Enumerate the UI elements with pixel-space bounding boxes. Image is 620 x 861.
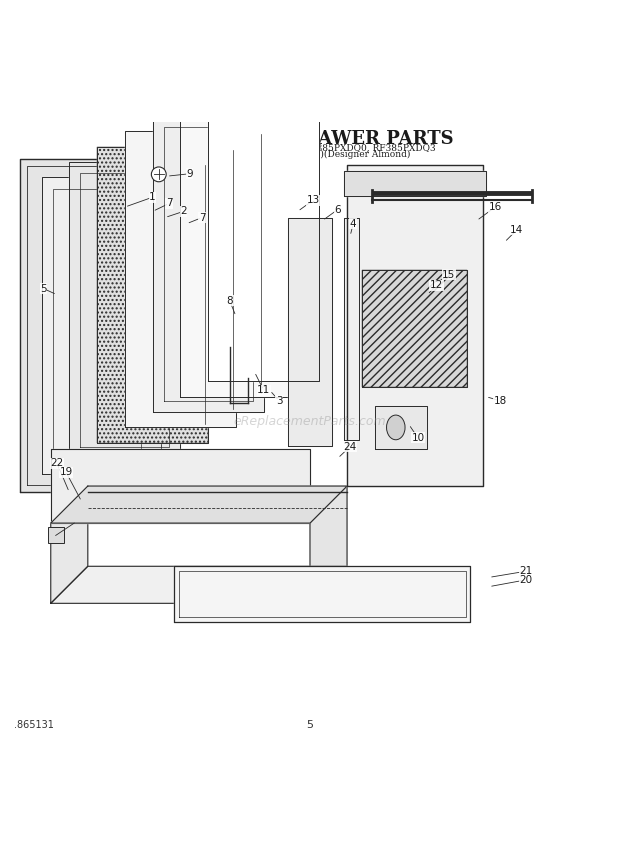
Polygon shape	[344, 218, 360, 440]
Polygon shape	[51, 567, 347, 604]
Text: 4: 4	[350, 219, 356, 229]
Text: 21: 21	[520, 567, 533, 576]
Polygon shape	[180, 100, 291, 397]
Text: 10: 10	[412, 433, 425, 443]
Text: 14: 14	[510, 225, 523, 235]
Text: For Model: RF385PXDB0,RF385PXDQ0, RF385PXDQ3: For Model: RF385PXDB0,RF385PXDQ0, RF385P…	[185, 143, 435, 152]
Text: 18: 18	[494, 396, 507, 406]
Circle shape	[151, 167, 166, 182]
Text: 24: 24	[343, 442, 356, 451]
Polygon shape	[20, 159, 168, 492]
Text: .865131: .865131	[14, 720, 53, 730]
Polygon shape	[51, 449, 310, 523]
Polygon shape	[208, 85, 319, 381]
Polygon shape	[125, 131, 236, 427]
Polygon shape	[153, 115, 264, 412]
Text: 19: 19	[60, 468, 73, 478]
Polygon shape	[344, 171, 486, 196]
Text: 1: 1	[149, 192, 156, 202]
Bar	[48, 528, 64, 542]
Polygon shape	[97, 146, 208, 443]
Polygon shape	[310, 486, 347, 604]
Text: 13: 13	[306, 195, 320, 205]
Text: 9: 9	[187, 169, 193, 179]
Text: 6: 6	[334, 205, 341, 214]
Text: 12: 12	[430, 281, 443, 290]
Text: 5: 5	[40, 283, 46, 294]
Polygon shape	[51, 486, 347, 523]
Polygon shape	[288, 218, 332, 446]
Ellipse shape	[386, 415, 405, 440]
Text: 11: 11	[257, 386, 270, 395]
Text: 3: 3	[276, 396, 283, 406]
Polygon shape	[174, 567, 471, 622]
Text: 16: 16	[489, 202, 502, 212]
Text: (Black) (Designer White)(Designer Almond): (Black) (Designer White)(Designer Almond…	[210, 150, 410, 158]
Text: 8: 8	[226, 296, 233, 306]
Text: 7: 7	[166, 198, 172, 208]
Text: DOOR AND DRAWER PARTS: DOOR AND DRAWER PARTS	[167, 129, 453, 147]
Polygon shape	[363, 270, 467, 387]
Text: 20: 20	[520, 575, 533, 585]
Text: eReplacementParts.com: eReplacementParts.com	[234, 415, 386, 428]
Text: 5: 5	[306, 720, 314, 730]
Text: 22: 22	[50, 458, 64, 468]
Polygon shape	[347, 165, 483, 486]
Text: 2: 2	[180, 207, 187, 216]
Polygon shape	[375, 406, 427, 449]
Polygon shape	[42, 177, 153, 474]
Text: 15: 15	[442, 270, 456, 280]
Polygon shape	[69, 162, 180, 458]
Text: 7: 7	[198, 213, 205, 222]
Polygon shape	[51, 486, 88, 604]
